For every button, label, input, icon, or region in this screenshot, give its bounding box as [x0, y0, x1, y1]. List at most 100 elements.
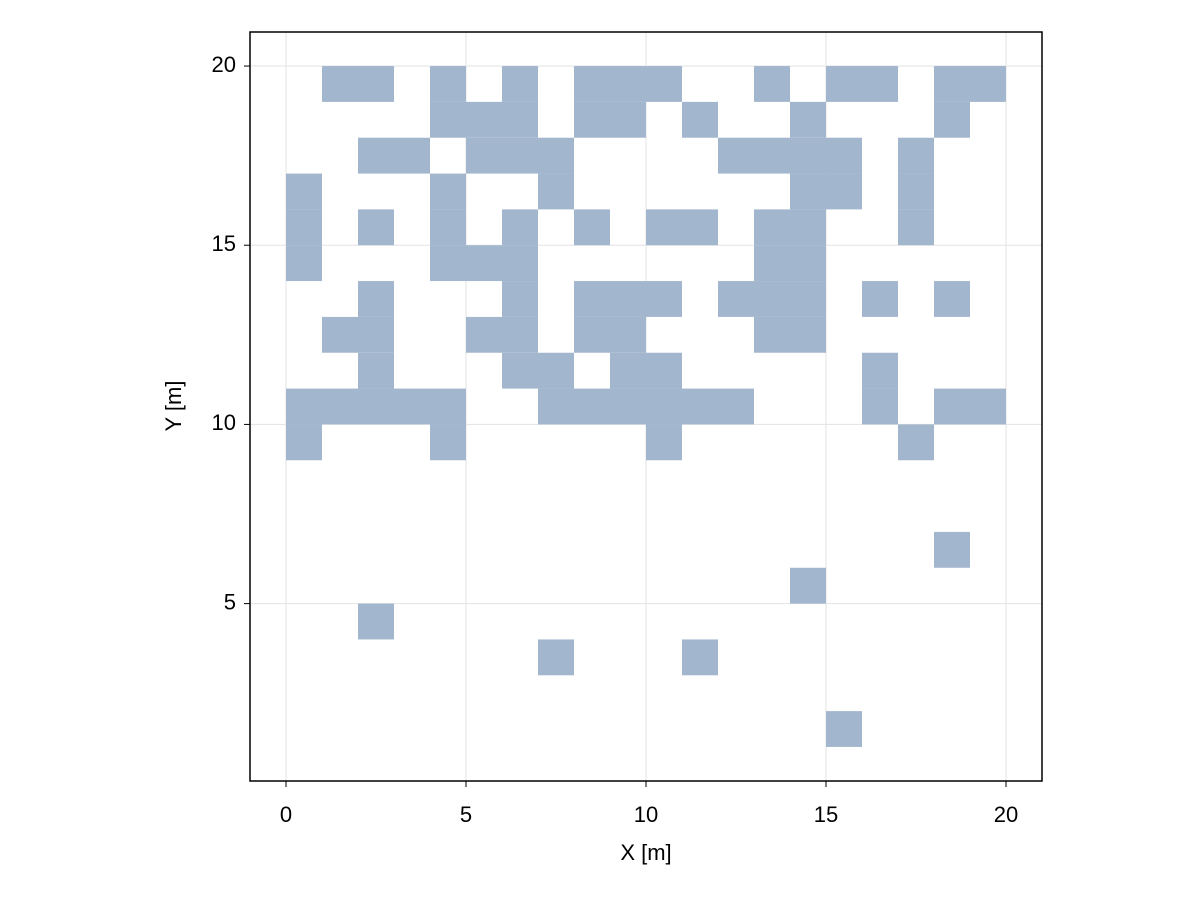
- cell: [646, 209, 682, 246]
- x-tick-label: 15: [814, 802, 838, 827]
- cell: [358, 66, 394, 102]
- cell: [826, 711, 862, 747]
- cell: [646, 424, 682, 461]
- y-tick-label: 5: [224, 589, 236, 614]
- y-tick-label: 20: [212, 52, 236, 77]
- cell: [790, 316, 826, 353]
- cell: [358, 388, 394, 425]
- cell: [430, 209, 466, 246]
- cell: [682, 388, 718, 425]
- cell: [898, 137, 934, 174]
- cell: [862, 66, 898, 102]
- cell: [430, 424, 466, 461]
- cell: [358, 281, 394, 317]
- cell: [574, 316, 610, 353]
- cell: [970, 388, 1006, 425]
- cell: [682, 639, 718, 676]
- cell: [574, 209, 610, 246]
- cell: [610, 281, 646, 317]
- cell: [358, 137, 394, 174]
- cell: [394, 137, 430, 174]
- cell: [322, 316, 358, 353]
- cell: [790, 101, 826, 138]
- cell: [826, 66, 862, 102]
- cell: [430, 173, 466, 210]
- cell: [898, 424, 934, 461]
- cell: [934, 281, 970, 317]
- cell: [934, 101, 970, 138]
- cell: [646, 388, 682, 425]
- cell: [394, 388, 430, 425]
- cell: [286, 424, 322, 461]
- cell: [610, 101, 646, 138]
- cell: [646, 66, 682, 102]
- cell: [286, 173, 322, 210]
- cell: [574, 101, 610, 138]
- cell: [286, 209, 322, 246]
- cell: [466, 137, 502, 174]
- cell: [790, 281, 826, 317]
- cell: [538, 639, 574, 676]
- cell: [934, 66, 970, 102]
- cell: [682, 101, 718, 138]
- cell: [502, 352, 538, 389]
- cell: [574, 66, 610, 102]
- cell: [538, 173, 574, 210]
- cell: [502, 316, 538, 353]
- y-tick-label: 15: [212, 231, 236, 256]
- cell: [610, 352, 646, 389]
- cell: [574, 281, 610, 317]
- cell: [466, 245, 502, 282]
- cell: [610, 66, 646, 102]
- cell: [754, 209, 790, 246]
- x-axis-label: X [m]: [620, 840, 671, 865]
- cell: [430, 388, 466, 425]
- x-tick-label: 20: [994, 802, 1018, 827]
- cell: [826, 137, 862, 174]
- cell: [430, 101, 466, 138]
- cell: [574, 388, 610, 425]
- x-tick-label: 10: [634, 802, 658, 827]
- cell: [718, 388, 754, 425]
- cell: [358, 603, 394, 640]
- cell: [790, 173, 826, 210]
- y-tick-label: 10: [212, 410, 236, 435]
- x-tick-label: 0: [280, 802, 292, 827]
- cell: [358, 316, 394, 353]
- cell: [430, 245, 466, 282]
- cell: [718, 281, 754, 317]
- cell: [826, 173, 862, 210]
- cell: [538, 137, 574, 174]
- cell: [754, 137, 790, 174]
- cell: [970, 66, 1006, 102]
- cell: [934, 388, 970, 425]
- cell: [898, 209, 934, 246]
- cell: [502, 245, 538, 282]
- x-tick-label: 5: [460, 802, 472, 827]
- cell: [538, 388, 574, 425]
- cell: [790, 567, 826, 604]
- cell: [502, 281, 538, 317]
- cells: [286, 66, 1006, 747]
- cell: [502, 137, 538, 174]
- cell: [466, 316, 502, 353]
- cell: [754, 281, 790, 317]
- cell: [862, 388, 898, 425]
- cell: [646, 352, 682, 389]
- cell: [754, 316, 790, 353]
- cell: [502, 209, 538, 246]
- cell: [430, 66, 466, 102]
- cell: [538, 352, 574, 389]
- cell: [286, 388, 322, 425]
- cell: [646, 281, 682, 317]
- cell: [790, 245, 826, 282]
- cell: [502, 101, 538, 138]
- cell: [862, 281, 898, 317]
- cell: [358, 352, 394, 389]
- cell: [286, 245, 322, 282]
- cell: [934, 531, 970, 568]
- cell: [754, 66, 790, 102]
- cell: [682, 209, 718, 246]
- cell: [322, 388, 358, 425]
